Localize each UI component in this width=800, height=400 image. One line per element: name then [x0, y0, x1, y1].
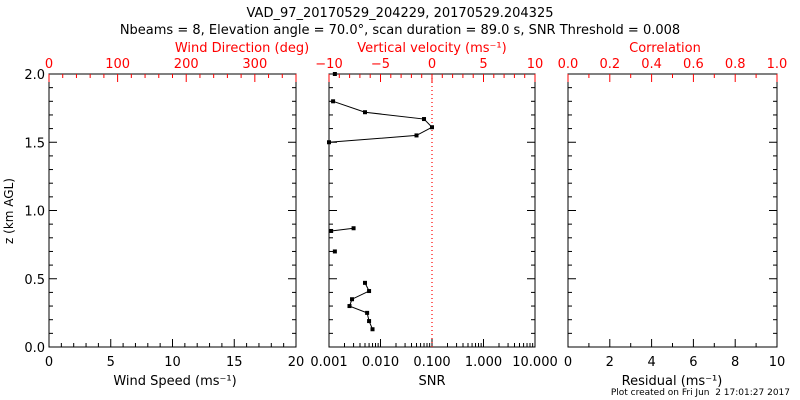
plot-created-footer: Plot created on Fri Jun 2 17:01:27 2017 — [611, 388, 790, 398]
wind-xtick-label: 0 — [45, 355, 53, 370]
wind-panel: 0.00.51.01.52.00 5 10 15 200 100 200 300 — [24, 57, 304, 370]
residual-xtick-label: 4 — [647, 355, 655, 370]
snr-data-point — [331, 99, 336, 104]
wind-frame — [48, 73, 297, 348]
snr-top-xtick-label: 10 — [527, 57, 544, 72]
residual-panel: 0 2 4 6 8 10 0.0 0.2 0.4 0.6 0.8 1.0 — [558, 57, 788, 370]
snr-xtick-label: 0.100 — [413, 355, 450, 370]
y-axis-label: z (km AGL) — [2, 178, 16, 244]
snr-series-line — [328, 100, 433, 143]
wind-ytick-label: 0.5 — [24, 273, 45, 288]
snr-data-point — [367, 319, 372, 324]
snr-data-point — [332, 249, 337, 254]
snr-top-xtick-label: −5 — [371, 57, 390, 72]
snr-data-point — [365, 310, 370, 315]
residual-top-xtick-label: 0.2 — [599, 57, 620, 72]
snr-data-point — [422, 117, 427, 122]
snr-xtick-label: 1.000 — [465, 355, 502, 370]
wind-bottom-axis-label: Wind Speed (ms⁻¹) — [113, 374, 236, 389]
wind-ytick-label: 2.0 — [24, 68, 45, 83]
wind-ytick-label: 0.0 — [24, 341, 45, 356]
snr-data-point — [327, 140, 331, 145]
residual-top-xtick-label: 0.6 — [683, 57, 704, 72]
residual-xtick-label: 8 — [731, 355, 739, 370]
snr-data-point — [332, 72, 337, 76]
snr-top-axis-label-text: Vertical velocity (ms⁻¹) — [357, 41, 506, 56]
snr-data-point — [350, 297, 355, 302]
residual-bottom-axis-label: Residual (ms⁻¹) — [622, 374, 723, 389]
snr-panel: 0.001 0.010 0.100 1.000 10.000 −10 −5 0 5 10 — [310, 57, 557, 370]
snr-data-point — [414, 133, 419, 138]
wind-top-axis-label: Wind Direction (deg) — [175, 41, 309, 56]
snr-top-xtick-label: 5 — [479, 57, 487, 72]
wind-xtick-label: 20 — [288, 355, 305, 370]
residual-xtick-label: 6 — [689, 355, 697, 370]
snr-data-point — [329, 228, 334, 233]
wind-ytick-label: 1.5 — [24, 136, 45, 151]
figure-title: VAD_97_20170529_204229, 20170529.204325 — [247, 6, 554, 21]
snr-top-xtick-label: −10 — [315, 57, 342, 72]
wind-top-xtick-label: 0 — [45, 57, 53, 72]
snr-data-point — [370, 327, 375, 332]
residual-frame — [567, 73, 778, 348]
snr-xtick-label: 10.000 — [512, 355, 558, 370]
residual-top-xtick-label: 0.8 — [725, 57, 746, 72]
snr-data-point — [430, 125, 434, 130]
wind-top-xtick-label: 200 — [174, 57, 199, 72]
snr-top-axis-label: Vertical velocity (ms⁻¹) — [357, 41, 506, 56]
wind-xtick-label: 15 — [226, 355, 243, 370]
figure-subtitle: Nbeams = 8, Elevation angle = 70.0°, sca… — [120, 23, 680, 38]
snr-data-point — [362, 110, 367, 115]
snr-xtick-label: 0.010 — [362, 355, 399, 370]
snr-series-line — [331, 227, 354, 232]
snr-data-point — [367, 289, 372, 294]
snr-series — [327, 72, 434, 332]
snr-data-point — [347, 304, 352, 309]
snr-data-point — [351, 226, 356, 231]
wind-top-xtick-label: 300 — [242, 57, 267, 72]
wind-xtick-label: 5 — [107, 355, 115, 370]
wind-top-xtick-label: 100 — [105, 57, 130, 72]
residual-xtick-label: 10 — [769, 355, 786, 370]
residual-top-xtick-label: 0.0 — [558, 57, 579, 72]
snr-top-xtick-label: 0 — [428, 57, 436, 72]
residual-top-xtick-label: 1.0 — [767, 57, 788, 72]
residual-top-xtick-label: 0.4 — [641, 57, 662, 72]
snr-data-point — [362, 280, 367, 285]
wind-xtick-label: 10 — [164, 355, 181, 370]
wind-ytick-label: 1.0 — [24, 205, 45, 220]
snr-xtick-label: 0.001 — [310, 355, 347, 370]
residual-xtick-label: 2 — [606, 355, 614, 370]
residual-top-axis-label: Correlation — [629, 41, 701, 56]
snr-bottom-axis-label: SNR — [418, 374, 445, 389]
residual-xtick-label: 0 — [564, 355, 572, 370]
